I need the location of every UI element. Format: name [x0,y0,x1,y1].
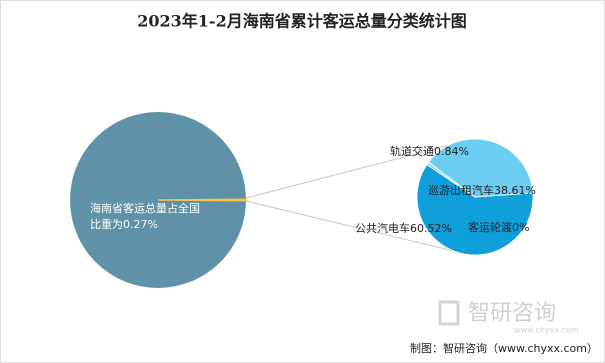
slice-label: 巡游出租汽车38.61% [428,183,536,197]
slice-label: 客运轮渡0% [468,220,529,234]
slice-label: 公共汽电车60.52% [355,221,452,235]
source: 制图：智研咨询（www.chyxx.com） [410,341,598,355]
slice-label: 轨道交通0.84% [390,144,469,158]
chart-title: 2023年1-2月海南省累计客运总量分类统计图 [137,12,466,31]
watermark: 智研咨询 www.chyxx.com [438,300,579,335]
pie-slice [416,164,534,256]
pie-slice [428,138,534,198]
watermark-url: www.chyxx.com [514,326,579,335]
watermark-logo [438,300,460,326]
connector [245,139,471,199]
connector [245,200,471,256]
watermark-brand: 智研咨询 [468,301,556,326]
main-label: 海南省客运总量占全国比重为0.27% [90,202,200,231]
main-slice [157,198,247,202]
